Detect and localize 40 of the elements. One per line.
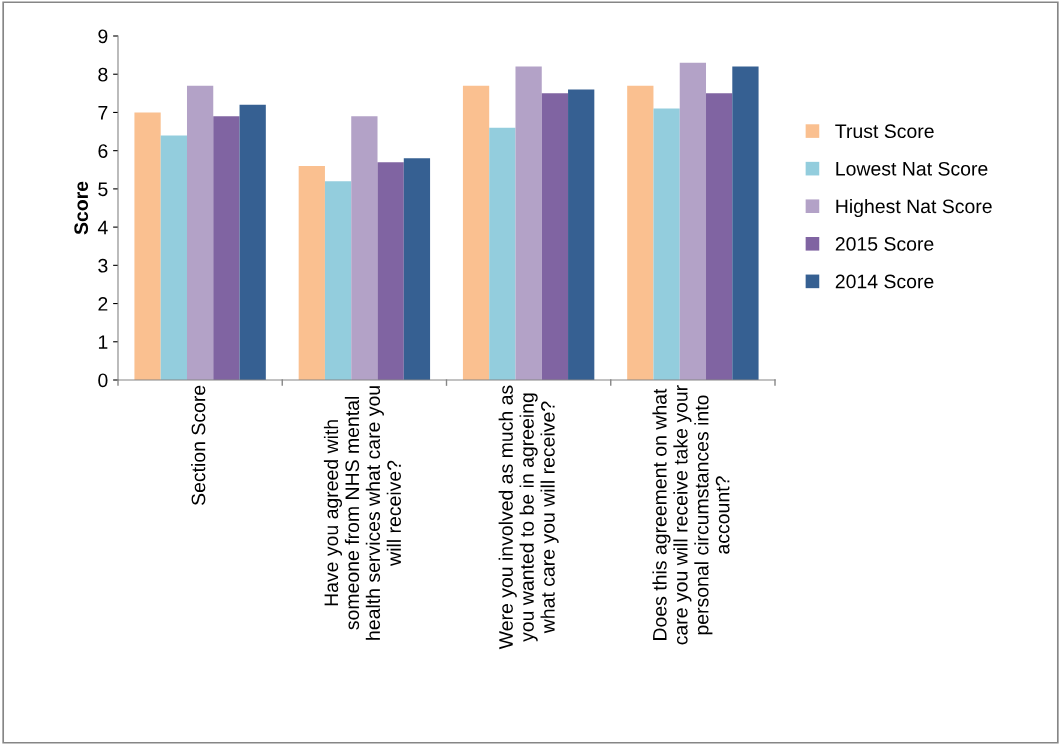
y-tick-label: 0 [98,373,108,388]
x-tick-label: Section Score [191,385,206,506]
bar [377,162,404,380]
bar [627,85,654,380]
bar [298,165,325,380]
bar [679,62,707,380]
bar [462,85,490,380]
bar [186,85,214,380]
y-tick-label: 6 [98,144,108,158]
y-tick-label: 4 [97,220,108,235]
bar [568,89,595,380]
bar [541,93,569,380]
legend-label: 2015 Score [835,237,934,251]
legend-label: 2014 Score [835,274,934,289]
y-tick-label: 7 [98,106,108,120]
legend-label: Lowest Nat Score [836,161,988,176]
x-tick-label: Have you agreed with someone from NHS mental health services what care you will receive? [323,386,402,640]
bar [706,93,733,380]
bar [324,181,352,380]
y-axis-title: Score [74,181,89,235]
bar [515,66,542,380]
bar [239,104,266,380]
bar [653,108,680,380]
y-tick-label: 1 [98,335,108,349]
bar [403,158,431,380]
legend-label: Trust Score [835,124,934,139]
bar [134,112,161,380]
bar [160,135,187,380]
y-tick-label: 9 [98,29,108,44]
bar [732,66,759,380]
bar [351,116,378,380]
bar [213,116,240,380]
y-tick-label: 2 [98,297,108,311]
bar [489,127,516,380]
x-tick-label: Were you involved as much as you wanted to be in agreeing what care you will receive? [498,385,559,650]
y-tick-label: 5 [98,182,108,197]
y-tick-label: 8 [98,67,108,82]
x-tick-label: Does this agreement on what care you will receive take your personal circumstances into account? [652,385,730,645]
legend-label: Highest Nat Score [836,198,992,218]
y-tick-label: 3 [98,258,108,273]
